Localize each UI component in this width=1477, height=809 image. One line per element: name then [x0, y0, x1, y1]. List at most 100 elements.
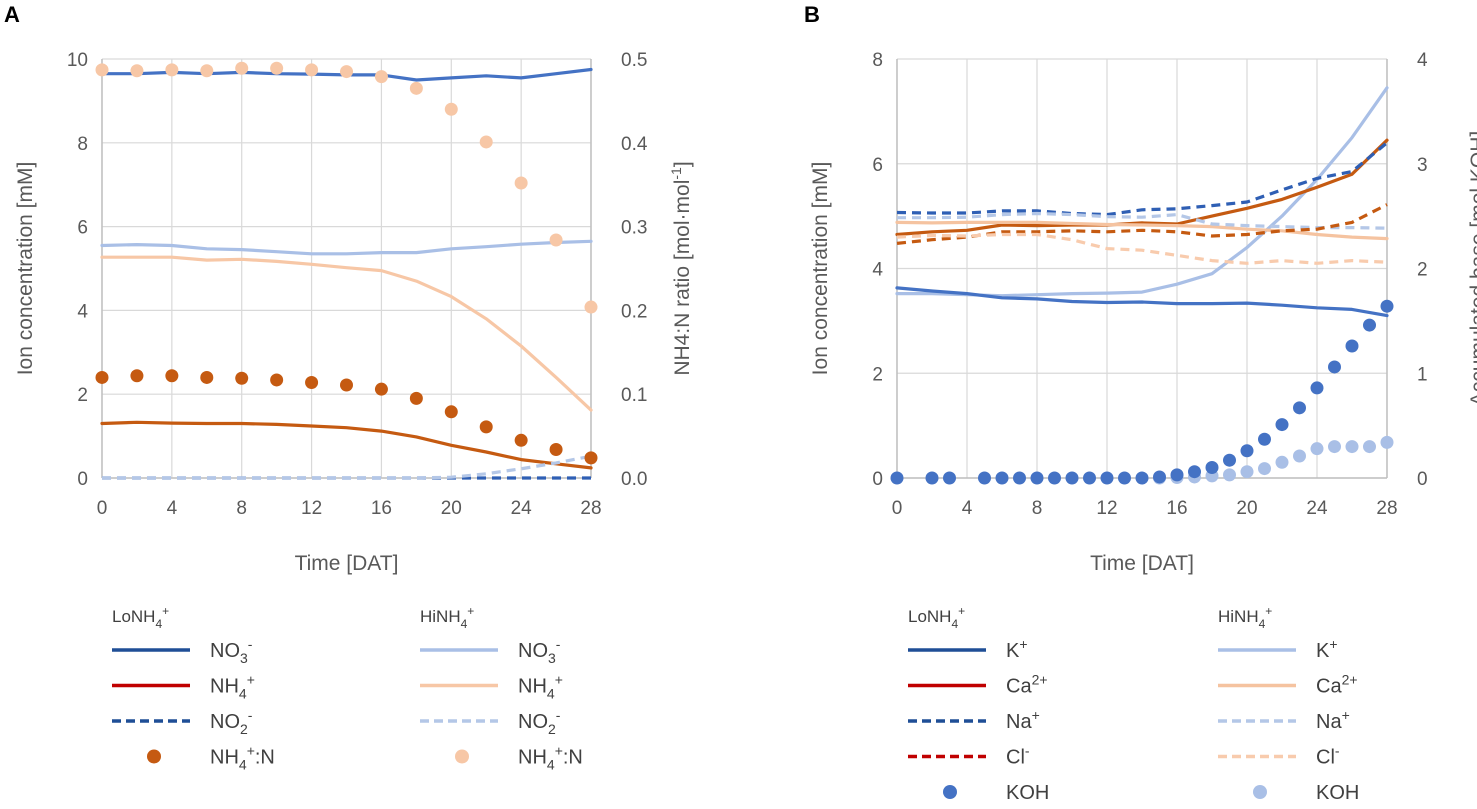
legend-label: KOH [1316, 782, 1359, 804]
legend-label-base: NH [518, 747, 547, 769]
legend-header-lo-sup: + [162, 604, 169, 618]
legend-label-base: NO [210, 640, 240, 662]
y-tick-label: 2 [872, 364, 883, 385]
data-point-lonh4-nh4-n [409, 391, 423, 405]
legend-label-base: Ca [1006, 676, 1032, 698]
legend-label-sup: 2+ [1032, 672, 1048, 688]
data-point-hinh4-nh4-n [374, 70, 388, 84]
y2-axis-title-end: ] [671, 161, 694, 167]
data-point-hinh4-nh4-n [340, 65, 353, 79]
data-point-lonh4-koh [1048, 471, 1061, 485]
data-point-hinh4-nh4-n [165, 63, 179, 77]
x-axis-title: Time [DAT] [1090, 552, 1194, 575]
data-point-hinh4-koh [1328, 440, 1341, 454]
legend-label-base: NH [210, 676, 239, 698]
data-point-hinh4-nh4-n [409, 81, 423, 95]
data-point-lonh4-nh4-n [549, 443, 563, 457]
series-line-hinh4-cl [896, 232, 1388, 265]
legend-header-hi: HiNH4+ [420, 604, 474, 631]
legend-label-base: Na [1006, 711, 1032, 733]
y2-tick-label: 0.3 [621, 218, 647, 239]
legend-label-base: K [1006, 640, 1020, 662]
legend-label: Ca2+ [1006, 672, 1048, 698]
data-point-lonh4-nh4-n [95, 370, 109, 384]
legend-label: Na+ [1006, 707, 1040, 733]
data-point-lonh4-nh4-n [130, 369, 144, 383]
data-point-lonh4-koh [943, 471, 956, 485]
data-point-lonh4-nh4-n [305, 375, 319, 389]
legend-label-base: Cl [1006, 747, 1025, 769]
legend-header-lo-base: LoNH [908, 607, 951, 626]
legend-label-sup: - [1025, 743, 1030, 759]
legend-header-hi-sub: 4 [1259, 617, 1266, 631]
legend-b: LoNH4+ HiNH4+K+Ca2+Na+Cl-KOHK+Ca2+Na+Cl-K… [908, 604, 1359, 804]
data-point-lonh4-koh [1100, 471, 1114, 485]
x-tick-label: 0 [97, 498, 108, 519]
legend-label: NH4+ [518, 672, 563, 702]
y2-axis-title-sup: -1 [668, 167, 684, 180]
legend-header-lo-base: LoNH [112, 607, 155, 626]
data-point-lonh4-koh [1153, 470, 1166, 484]
data-point-hinh4-koh [1275, 455, 1289, 469]
legend-label-sup: 2+ [1342, 672, 1358, 688]
data-point-hinh4-nh4-n [479, 135, 493, 149]
legend-label-sup: - [556, 707, 561, 723]
data-point-lonh4-koh [1065, 471, 1079, 485]
legend-label: NO3- [210, 636, 253, 666]
legend-marker-dot [1253, 785, 1267, 799]
x-tick-label: 28 [580, 498, 601, 519]
data-point-lonh4-koh [1013, 471, 1026, 485]
data-point-hinh4-nh4-n [270, 61, 284, 75]
x-axis-title: Time [DAT] [295, 552, 399, 575]
data-point-lonh4-nh4-n [584, 451, 598, 465]
series-line-hinh4-no3 [100, 239, 593, 256]
data-point-hinh4-koh [1293, 449, 1306, 463]
x-tick-label: 16 [1166, 498, 1187, 519]
y-tick-label: 6 [77, 218, 88, 239]
data-point-hinh4-koh [1223, 468, 1236, 482]
data-point-lonh4-koh [1083, 471, 1096, 485]
series-line-hinh4-nh4 [100, 255, 593, 412]
data-point-lonh4-koh [1380, 299, 1394, 313]
legend-marker-dot [943, 785, 957, 799]
legend-label-sup: + [247, 672, 255, 688]
panel-label-a: A [4, 2, 20, 27]
data-point-lonh4-koh [1118, 471, 1131, 485]
series-line-hinh4-ca2 [895, 220, 1389, 241]
series-line-hinh4-na [897, 211, 1388, 230]
legend-label-base: KOH [1316, 782, 1359, 804]
legend-header-lo: LoNH4+ [908, 604, 965, 631]
series-line-lonh4-k [895, 286, 1389, 318]
legend-label-base: NH [210, 747, 239, 769]
y2-tick-label: 0.5 [621, 50, 647, 71]
data-point-hinh4-koh [1363, 440, 1376, 454]
x-tick-label: 24 [511, 498, 533, 519]
data-point-lonh4-nh4-n [340, 378, 353, 392]
legend-header-hi-base: HiNH [1218, 607, 1259, 626]
legend-label-base: Ca [1316, 676, 1342, 698]
data-point-lonh4-koh [1258, 432, 1271, 446]
y2-axis-title-main: NH4:N ratio [mol·mol [671, 180, 694, 376]
data-point-hinh4-nh4-n [549, 233, 563, 247]
data-point-lonh4-nh4-n [200, 370, 214, 384]
x-tick-label: 4 [962, 498, 973, 519]
legend-header-lo-sub: 4 [155, 617, 162, 631]
legend-label-base: Na [1316, 711, 1342, 733]
legend-label: NO3- [518, 636, 561, 666]
y2-tick-label: 0.2 [621, 301, 647, 322]
legend-header-hi-sup: + [467, 604, 474, 618]
legend-label-sup: - [248, 707, 253, 723]
legend-label-sup: + [1032, 707, 1040, 723]
data-point-lonh4-koh [1363, 318, 1376, 332]
legend-label-sub: 4 [239, 757, 247, 773]
series-line-lonh4-ca2 [895, 138, 1389, 237]
legend-label-sub: 3 [240, 650, 248, 666]
data-point-lonh4-koh [978, 471, 991, 485]
series-line-lonh4-na [896, 141, 1389, 217]
y-tick-label: 2 [77, 385, 88, 406]
data-point-lonh4-nh4-n [235, 371, 249, 385]
series-line-lonh4-nh4 [100, 420, 593, 470]
y2-tick-label: 0.4 [621, 134, 648, 155]
